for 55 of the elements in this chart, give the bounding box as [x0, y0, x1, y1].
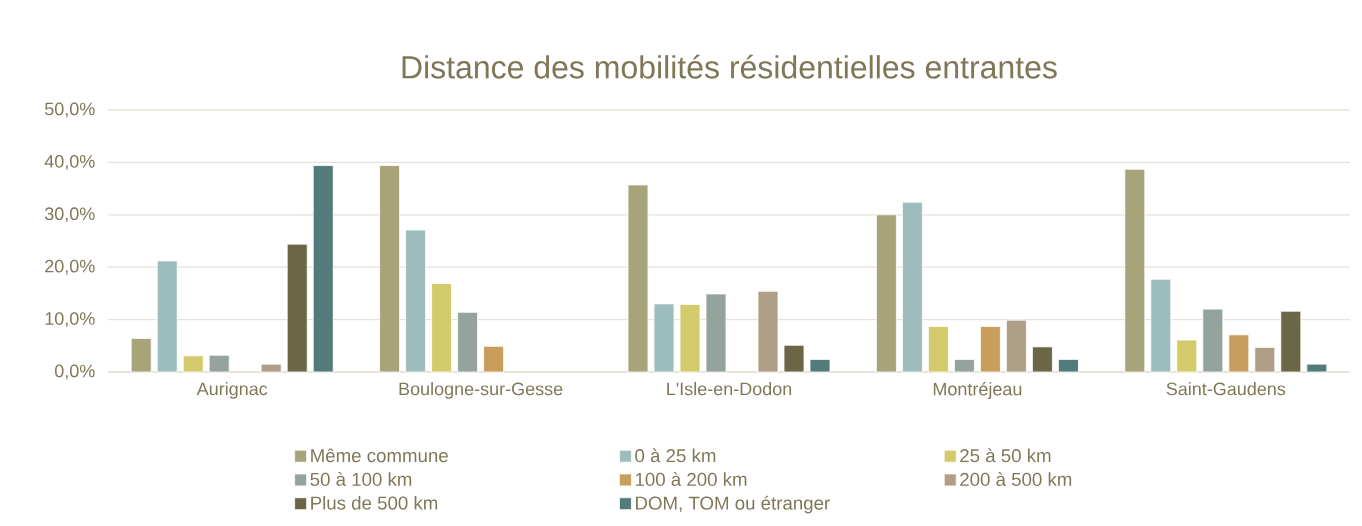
bar: [379, 165, 401, 373]
bar: [679, 304, 701, 373]
bar: [1254, 346, 1276, 373]
x-tick-label: L'Isle-en-Dodon: [667, 382, 792, 396]
legend-label: 50 à 100 km: [310, 472, 412, 487]
bar: [1150, 278, 1172, 373]
bar: [1306, 363, 1328, 373]
bar: [483, 345, 505, 373]
bar: [312, 165, 334, 373]
legend-label: Même commune: [311, 448, 448, 463]
bar: [405, 229, 427, 373]
legend-label: 200 à 500 km: [960, 472, 1072, 487]
bar: [182, 355, 204, 373]
bar: [627, 184, 649, 373]
bar: [954, 359, 975, 373]
bar: [928, 326, 949, 373]
legend-label: 100 à 200 km: [635, 472, 747, 487]
bar: [1124, 168, 1146, 373]
legend-label: 0 à 25 km: [635, 448, 716, 463]
bar: [1058, 359, 1079, 373]
bar: [286, 243, 308, 373]
bar: [1006, 319, 1027, 373]
bar: [809, 359, 831, 373]
legend-label: DOM, TOM ou étranger: [636, 495, 830, 514]
bar: [705, 293, 727, 373]
x-tick-label: Boulogne-sur-Gesse: [399, 382, 563, 399]
legend-label: 25 à 50 km: [960, 448, 1051, 463]
bar: [1202, 308, 1224, 373]
y-tick-label: 20,0%: [45, 259, 95, 275]
bar: [757, 290, 779, 373]
bar: [876, 214, 897, 373]
bar: [980, 326, 1001, 373]
bar: [1228, 334, 1250, 373]
legend-label: Plus de 500 km: [311, 495, 438, 510]
bar: [156, 260, 178, 373]
bar: [1280, 310, 1302, 373]
bar: [208, 354, 230, 373]
y-tick-label: 50,0%: [44, 102, 95, 118]
y-tick-label: 40,0%: [44, 154, 95, 170]
y-tick-label: 10,0%: [45, 312, 95, 328]
bar: [902, 201, 923, 373]
bar: [1176, 339, 1198, 373]
x-tick-label: Montréjeau: [933, 382, 1022, 400]
x-tick-label: Aurignac: [196, 382, 268, 399]
y-tick-label: 0,0%: [54, 364, 95, 380]
bar: [457, 311, 479, 373]
chart-title: Distance des mobilités résidentielles entrantes: [402, 54, 1057, 79]
bar: [1032, 346, 1053, 373]
x-tick-label: Saint-Gaudens: [1166, 382, 1286, 396]
y-tick-label: 30,0%: [44, 207, 95, 223]
bar: [260, 363, 282, 373]
bar: [783, 344, 805, 373]
bar: [431, 283, 453, 373]
bar: [130, 338, 152, 373]
bar: [653, 303, 675, 373]
